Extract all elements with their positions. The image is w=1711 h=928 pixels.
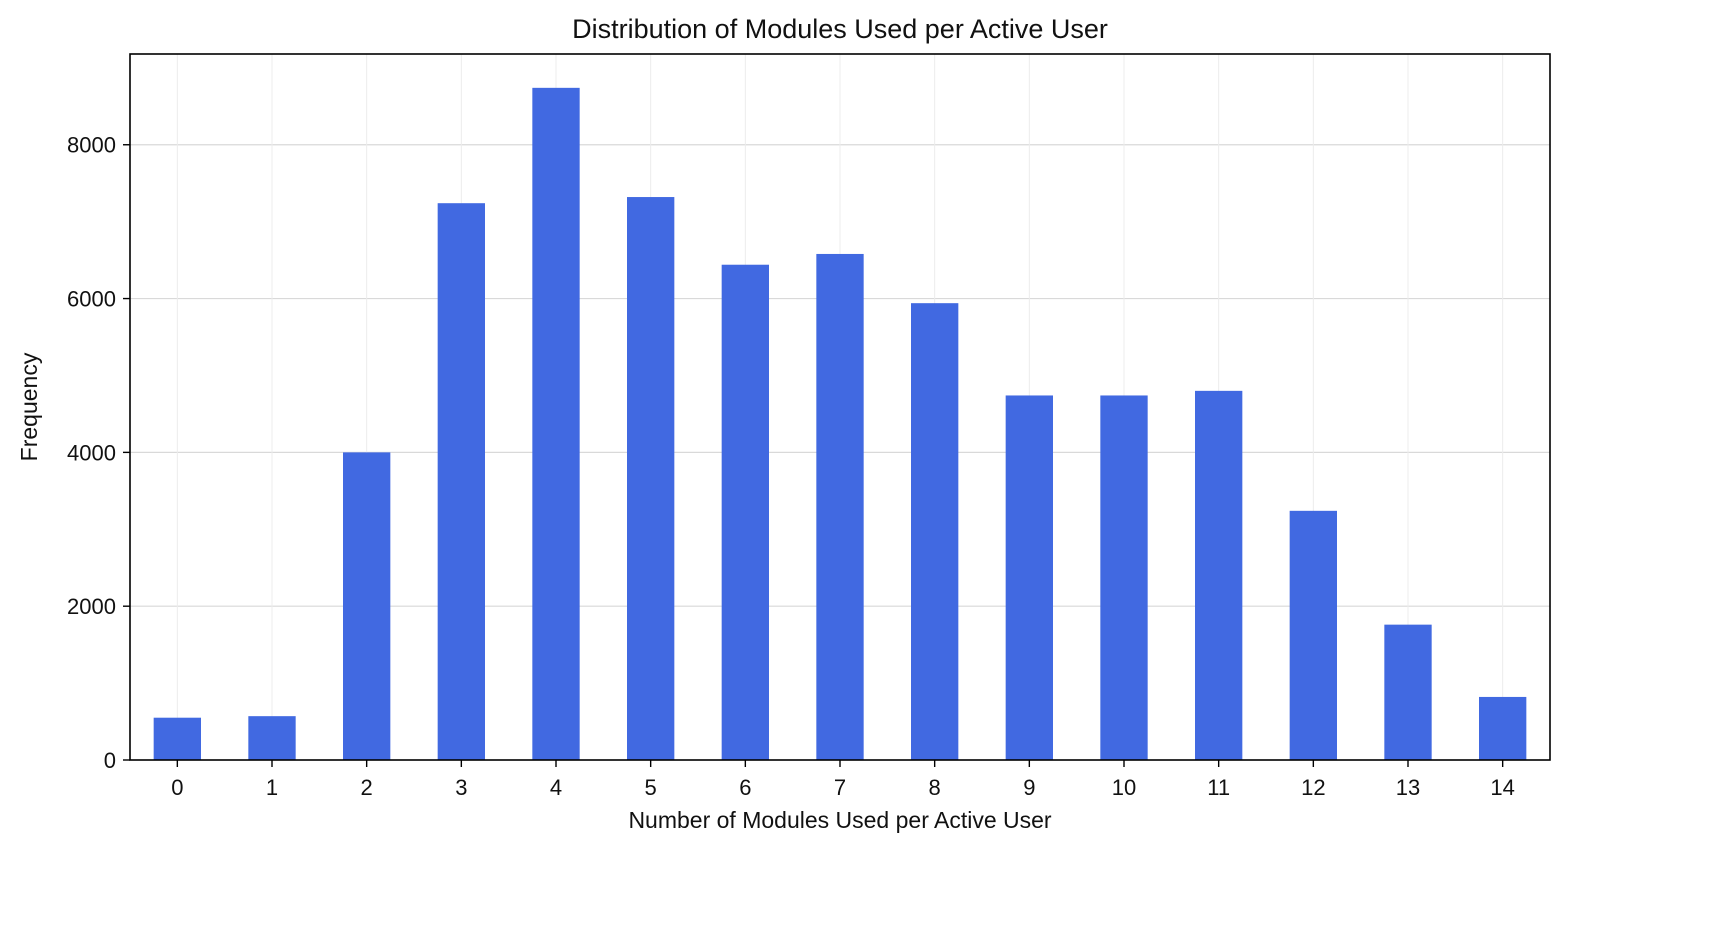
x-tick-label: 4 — [550, 775, 562, 800]
bar — [1005, 395, 1053, 760]
bar — [248, 716, 296, 760]
y-tick-label: 4000 — [67, 440, 116, 465]
bar — [1289, 510, 1337, 760]
x-tick-label: 9 — [1023, 775, 1035, 800]
bar — [816, 253, 864, 760]
bars-layer — [153, 87, 1527, 761]
bar — [1384, 624, 1432, 760]
y-tick-label: 8000 — [67, 133, 116, 158]
x-tick-label: 14 — [1490, 775, 1514, 800]
bar — [627, 197, 675, 760]
x-tick-label: 12 — [1301, 775, 1325, 800]
x-tick-label: 5 — [645, 775, 657, 800]
bar — [532, 87, 580, 760]
x-tick-label: 2 — [361, 775, 373, 800]
bar — [153, 717, 201, 760]
x-tick-label: 3 — [455, 775, 467, 800]
x-tick-label: 1 — [266, 775, 278, 800]
y-tick-label: 6000 — [67, 287, 116, 312]
x-tick-label: 11 — [1207, 775, 1230, 800]
y-tick-label: 2000 — [67, 594, 116, 619]
y-tick-label: 0 — [104, 748, 116, 773]
x-tick-label: 13 — [1396, 775, 1420, 800]
bar — [721, 264, 769, 760]
x-tick-label: 6 — [739, 775, 751, 800]
x-tick-label: 7 — [834, 775, 846, 800]
x-tick-label: 8 — [929, 775, 941, 800]
bar — [911, 303, 959, 760]
x-tick-label: 10 — [1112, 775, 1136, 800]
bar — [1479, 696, 1527, 760]
y-axis-label: Frequency — [16, 352, 42, 461]
bar — [1195, 390, 1243, 760]
bar — [343, 452, 391, 760]
bar — [437, 203, 485, 761]
bar — [1100, 395, 1148, 760]
chart-title: Distribution of Modules Used per Active … — [572, 14, 1108, 44]
x-axis-label: Number of Modules Used per Active User — [628, 807, 1051, 833]
x-tick-label: 0 — [171, 775, 183, 800]
